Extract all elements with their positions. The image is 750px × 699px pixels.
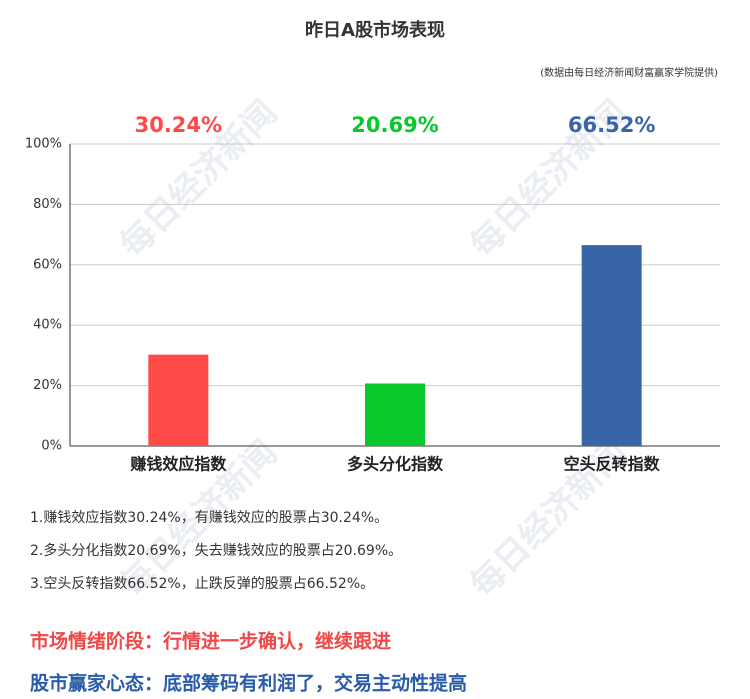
y-tick-label: 40%: [33, 318, 62, 333]
value-label: 66.52%: [568, 113, 655, 137]
value-label: 20.69%: [351, 113, 438, 137]
bar: [148, 354, 209, 446]
y-tick-label: 20%: [33, 378, 62, 393]
note: 3.空头反转指数66.52%，止跌反弹的股票占66.52%。: [30, 576, 374, 592]
note: 2.多头分化指数20.69%，失去赚钱效应的股票占20.69%。: [30, 542, 402, 559]
note: 1.赚钱效应指数30.24%，有赚钱效应的股票占30.24%。: [30, 509, 388, 526]
watermarks: 每日经济新闻 每日经济新闻 每日经济新闻 每日经济新闻: [113, 93, 636, 606]
bar: [581, 245, 642, 446]
value-label: 30.24%: [135, 113, 222, 137]
x-tick-label: 空头反转指数: [564, 455, 661, 474]
chart-title: 昨日A股市场表现: [305, 19, 445, 41]
investor-mood: 股市赢家心态：底部筹码有利润了，交易主动性提高: [30, 672, 467, 695]
market-stage: 市场情绪阶段：行情进一步确认，继续跟进: [30, 630, 391, 653]
y-tick-label: 100%: [25, 137, 62, 152]
y-tick-label: 0%: [41, 439, 62, 454]
y-tick-label: 60%: [33, 257, 62, 272]
x-tick-label: 赚钱效应指数: [129, 455, 227, 474]
bar: [365, 383, 425, 446]
y-tick-label: 80%: [33, 197, 62, 212]
x-tick-label: 多头分化指数: [347, 455, 444, 474]
chart-subtitle: (数据由每日经济新闻财富赢家学院提供): [540, 66, 718, 79]
